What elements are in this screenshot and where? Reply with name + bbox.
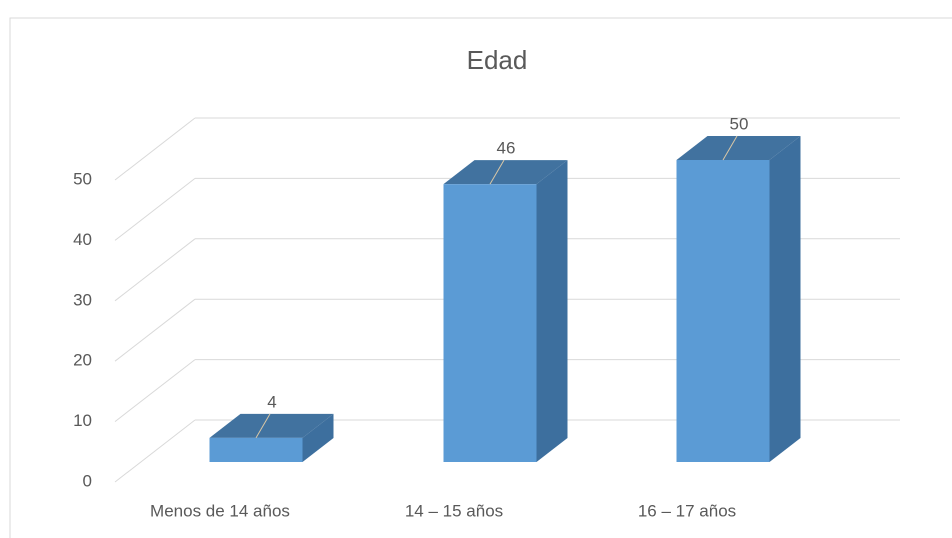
bar-top: [209, 413, 334, 438]
leader-line: [722, 135, 738, 161]
grid-line: [114, 359, 196, 422]
grid-line: [114, 178, 196, 241]
x-tick-label: 16 – 17 años: [638, 501, 736, 520]
leader-line: [255, 413, 271, 439]
grid-line: [114, 298, 196, 362]
chart-title: Edad: [467, 45, 528, 75]
bar-top: [443, 160, 568, 185]
bar: [676, 160, 770, 462]
y-tick-label: 40: [73, 230, 92, 249]
bar-side: [302, 413, 334, 462]
bar: [443, 184, 537, 462]
bar: [209, 437, 303, 462]
bar-side: [536, 160, 568, 462]
bar-side: [769, 136, 801, 462]
grid-line: [114, 238, 196, 302]
y-tick-label: 50: [73, 169, 92, 188]
data-label: 50: [730, 114, 749, 133]
bar-top: [676, 136, 801, 160]
data-label: 4: [267, 392, 276, 411]
leader-line: [489, 159, 505, 185]
y-tick-label: 0: [83, 471, 92, 490]
y-tick-label: 10: [73, 411, 92, 430]
data-label: 46: [497, 139, 516, 158]
y-tick-label: 30: [73, 290, 92, 309]
y-tick-label: 20: [73, 351, 92, 370]
x-tick-label: Menos de 14 años: [150, 501, 290, 520]
grid-line: [114, 419, 196, 483]
x-tick-label: 14 – 15 años: [405, 501, 503, 520]
grid-line: [114, 117, 196, 181]
